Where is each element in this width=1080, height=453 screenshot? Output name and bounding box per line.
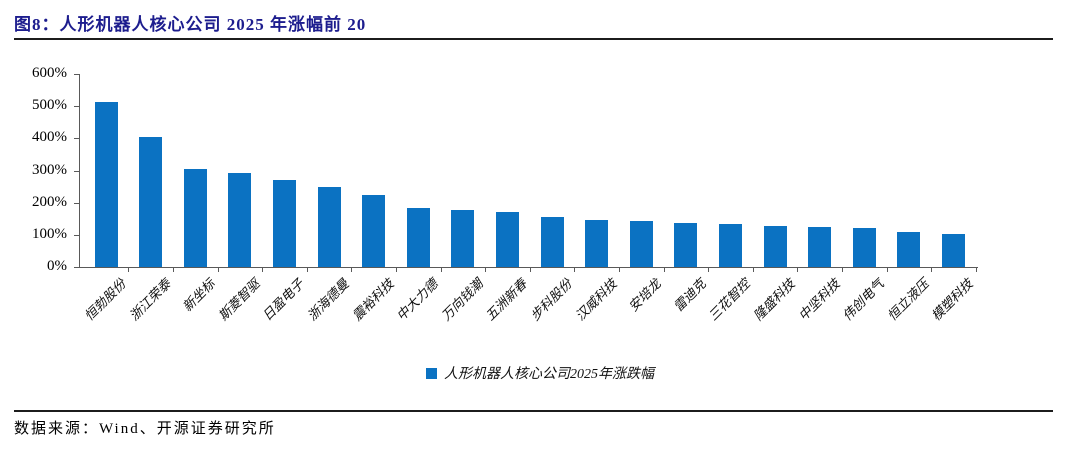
bar — [540, 216, 564, 267]
x-axis-label: 雷迪克 — [670, 276, 709, 315]
x-tick-mark — [752, 268, 754, 272]
y-tick-mark — [74, 170, 79, 172]
bar — [272, 180, 296, 267]
x-axis-label: 中大力德 — [393, 276, 441, 324]
x-axis-label: 三花智控 — [705, 276, 754, 324]
x-axis-label: 震裕科技 — [348, 276, 397, 324]
bar — [718, 224, 742, 267]
x-tick-mark — [395, 268, 397, 272]
legend-swatch-icon — [426, 367, 437, 379]
x-axis-label: 恒立液压 — [884, 276, 932, 324]
y-axis-tick-label: 600% — [32, 65, 67, 81]
y-axis-tick-label: 200% — [32, 194, 67, 210]
x-axis-label: 浙海德曼 — [304, 276, 352, 324]
bar — [585, 219, 609, 267]
y-tick-mark — [74, 138, 79, 140]
x-axis-label: 汉威科技 — [571, 276, 620, 324]
y-axis-line — [79, 74, 80, 267]
x-tick-mark — [172, 268, 174, 272]
x-axis-label: 万向钱潮 — [438, 276, 486, 324]
bar — [763, 225, 787, 267]
footer-divider — [14, 410, 1053, 412]
x-tick-mark — [217, 268, 219, 272]
bar — [139, 137, 163, 267]
x-tick-mark — [618, 268, 620, 272]
bar — [362, 194, 386, 267]
x-axis-label: 五洲新春 — [482, 276, 531, 324]
title-divider — [14, 38, 1053, 40]
data-source-note: 数据来源：Wind、开源证券研究所 — [14, 421, 276, 437]
legend-label: 人形机器人核心公司2025年涨跌幅 — [444, 367, 654, 382]
bar — [183, 168, 207, 267]
y-axis-tick-label: 0% — [47, 258, 67, 274]
bar — [317, 186, 341, 267]
x-tick-mark — [931, 268, 933, 272]
y-tick-mark — [74, 74, 79, 75]
x-axis-label: 隆盛科技 — [750, 276, 798, 324]
bar — [406, 207, 430, 267]
y-axis-tick-label: 300% — [32, 162, 67, 178]
bar — [941, 233, 965, 267]
x-tick-mark — [975, 268, 977, 272]
x-tick-mark — [708, 268, 710, 272]
x-tick-mark — [663, 268, 665, 272]
bar — [228, 173, 252, 267]
bar — [897, 231, 921, 267]
x-axis-label: 中坚科技 — [794, 276, 843, 324]
x-axis-label: 日盈电子 — [259, 276, 308, 324]
y-axis-tick-label: 100% — [32, 226, 67, 242]
bar — [495, 211, 519, 267]
x-axis-label: 恒勃股份 — [81, 276, 129, 324]
bar — [674, 222, 698, 267]
x-axis-label: 斯菱智驱 — [215, 276, 263, 324]
bar — [808, 226, 832, 267]
x-axis-label: 步科股份 — [527, 276, 575, 324]
x-axis-label: 伟创电气 — [839, 276, 887, 324]
bar — [629, 221, 653, 267]
chart-legend: 人形机器人核心公司2025年涨跌幅 — [0, 363, 1080, 383]
x-axis-label: 新坐标 — [179, 276, 218, 315]
bar — [94, 102, 118, 267]
x-tick-mark — [886, 268, 888, 272]
y-axis-tick-label: 400% — [32, 129, 67, 145]
y-tick-mark — [74, 267, 79, 268]
y-tick-mark — [74, 234, 79, 236]
y-tick-mark — [74, 202, 79, 204]
x-tick-mark — [529, 268, 531, 272]
x-tick-mark — [574, 268, 576, 272]
x-tick-mark — [128, 268, 130, 272]
x-tick-mark — [262, 268, 264, 272]
bar — [852, 228, 876, 267]
figure-title: 图8：人形机器人核心公司 2025 年涨幅前 20 — [14, 15, 367, 34]
x-tick-mark — [440, 268, 442, 272]
y-tick-mark — [74, 106, 79, 108]
x-tick-mark — [485, 268, 487, 272]
x-tick-mark — [797, 268, 799, 272]
x-tick-mark — [841, 268, 843, 272]
x-axis-label: 浙江荣泰 — [125, 276, 174, 324]
x-tick-mark — [351, 268, 353, 272]
x-tick-mark — [306, 268, 308, 272]
x-axis-label: 模塑科技 — [928, 276, 977, 324]
x-axis-line — [79, 267, 978, 268]
x-axis-label: 安培龙 — [625, 276, 664, 315]
bar — [451, 209, 475, 267]
y-axis-tick-label: 500% — [32, 97, 67, 113]
